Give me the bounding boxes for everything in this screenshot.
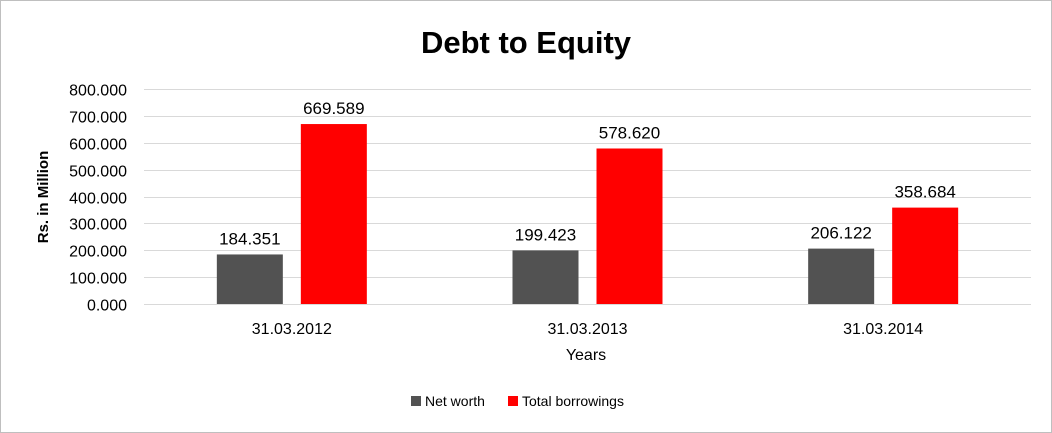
y-tick-label: 0.000 xyxy=(87,298,127,315)
data-label: 358.684 xyxy=(894,183,955,202)
data-label: 199.423 xyxy=(515,225,576,244)
data-label: 184.351 xyxy=(219,229,280,248)
data-label: 669.589 xyxy=(303,99,364,118)
legend-swatch xyxy=(411,396,421,406)
bar xyxy=(808,248,875,304)
x-axis-title: Years xyxy=(566,347,606,364)
y-tick-label: 400.000 xyxy=(69,191,127,208)
bar xyxy=(596,148,663,304)
bars xyxy=(216,124,959,304)
data-label: 206.122 xyxy=(810,224,871,243)
y-tick-label: 200.000 xyxy=(69,244,127,261)
x-tick-label: 31.03.2014 xyxy=(843,321,923,338)
y-tick-label: 600.000 xyxy=(69,137,127,154)
legend-label: Net worth xyxy=(425,393,485,409)
y-tick-label: 100.000 xyxy=(69,271,127,288)
y-axis-title: Rs. in Million xyxy=(35,151,52,244)
data-label: 578.620 xyxy=(599,123,660,142)
x-axis-ticks: 31.03.2012 31.03.2013 31.03.2014 xyxy=(252,321,924,338)
legend-label: Total borrowings xyxy=(522,393,624,409)
data-labels: 184.351 669.589 199.423 578.620 206.122 358.6… xyxy=(219,99,956,248)
bar xyxy=(512,250,579,304)
y-tick-label: 800.000 xyxy=(69,83,127,100)
bar xyxy=(892,207,959,304)
chart-title: Debt to Equity xyxy=(421,25,632,60)
x-tick-label: 31.03.2012 xyxy=(252,321,332,338)
bar xyxy=(300,124,367,304)
bar xyxy=(216,254,283,304)
legend: Net worth Total borrowings xyxy=(411,393,624,409)
legend-swatch xyxy=(508,396,518,406)
y-tick-label: 500.000 xyxy=(69,164,127,181)
y-tick-label: 300.000 xyxy=(69,217,127,234)
y-axis-ticks: 0.000 100.000 200.000 300.000 400.000 500.000… xyxy=(69,83,127,315)
x-tick-label: 31.03.2013 xyxy=(547,321,627,338)
gridlines xyxy=(144,89,1031,305)
y-tick-label: 700.000 xyxy=(69,110,127,127)
